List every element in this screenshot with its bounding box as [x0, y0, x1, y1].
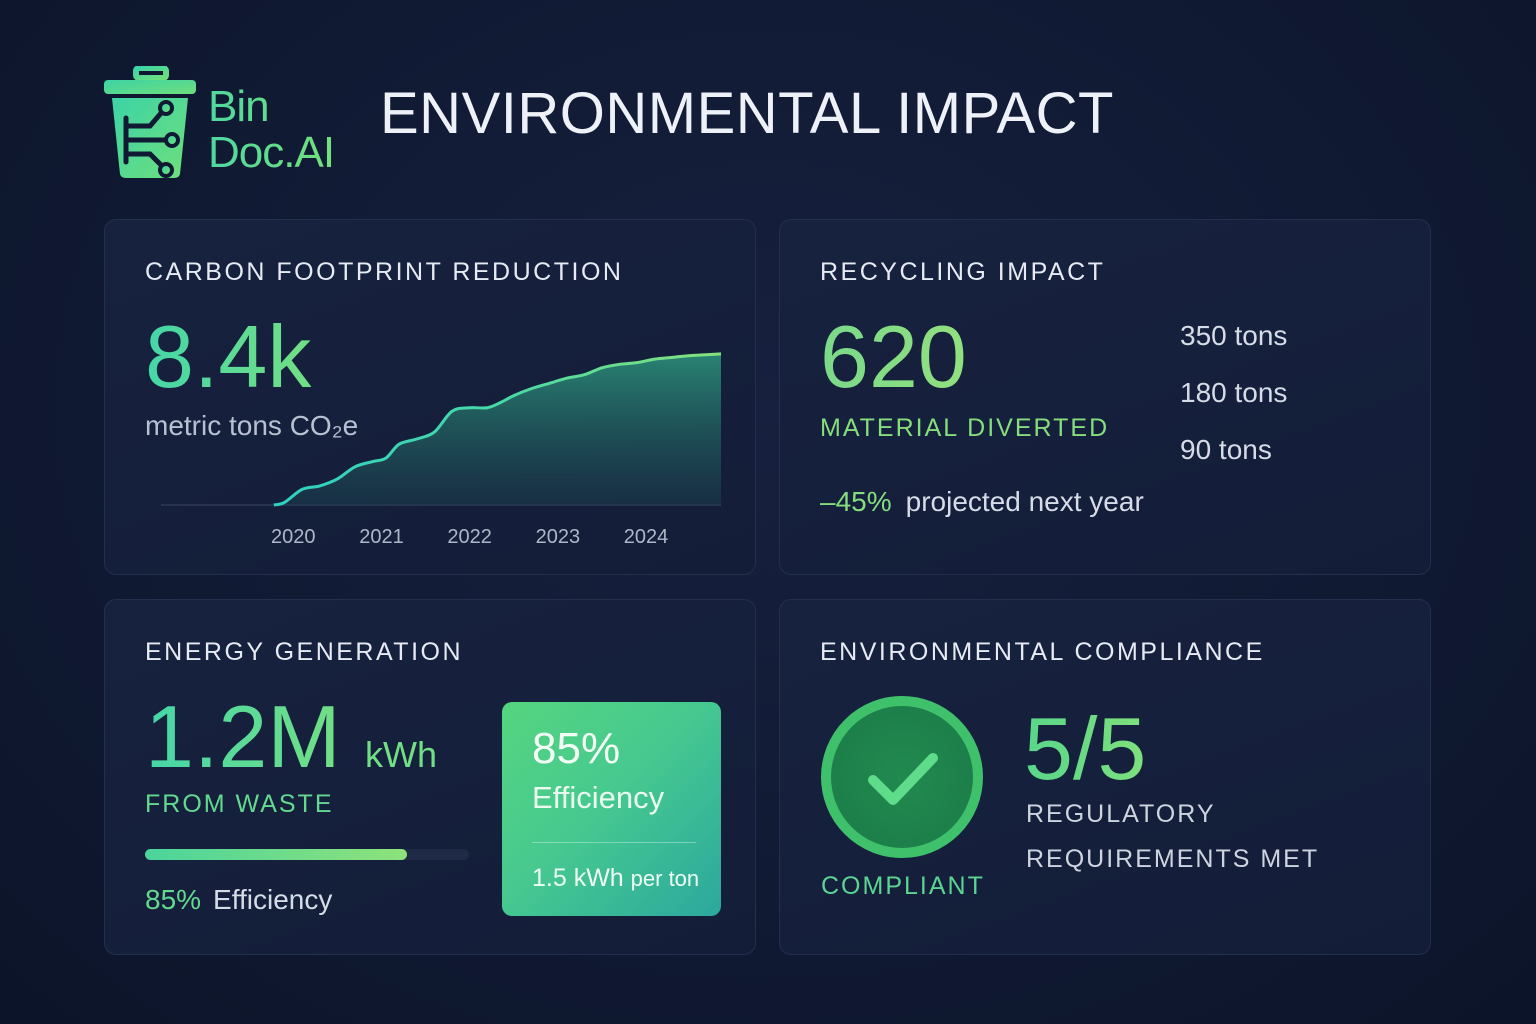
recycling-impact-card: RECYCLING IMPACT 620 MATERIAL DIVERTED 3…: [779, 219, 1431, 575]
recycling-breakdown-item: 350 tons: [1180, 320, 1288, 351]
efficiency-box-label: Efficiency: [532, 780, 665, 815]
compliance-label-line-1: REGULATORY: [1026, 800, 1216, 828]
brand-name: Bin Doc.AI: [208, 84, 335, 177]
x-tick-label: 2021: [359, 526, 404, 548]
brand-line-1: Bin: [208, 84, 334, 130]
carbon-trend-chart: 2020 2021 2022 2023 2024: [161, 352, 722, 548]
energy-value: 1.2M: [145, 687, 341, 786]
projection-text: projected next year: [905, 486, 1144, 517]
efficiency-box-divider: [532, 842, 696, 843]
checkmark-icon: [868, 753, 938, 805]
page-title: ENVIRONMENTAL IMPACT: [380, 81, 1114, 146]
efficiency-progress-fill: [145, 849, 408, 860]
efficiency-box-rate: 1.5 kWh per ton: [532, 864, 699, 893]
efficiency-box-value: 85%: [532, 724, 621, 773]
x-tick-label: 2024: [624, 526, 669, 548]
brand-line-2: Doc.AI: [208, 128, 335, 177]
compliance-status: COMPLIANT: [821, 872, 985, 900]
header: Bin Doc.AI ENVIRONMENTAL IMPACT: [104, 66, 1204, 180]
recycling-value: 620: [820, 307, 967, 406]
recycling-card-title: RECYCLING IMPACT: [820, 258, 1106, 286]
energy-unit: kWh: [365, 734, 437, 775]
chart-series-line: [273, 352, 722, 507]
energy-generation-card: ENERGY GENERATION 1.2M kWh FROM WASTE 85…: [104, 599, 756, 955]
compliance-label-line-2: REQUIREMENTS MET: [1026, 845, 1320, 873]
recycling-breakdown-item: 180 tons: [1180, 377, 1288, 408]
compliance-badge: [821, 696, 983, 858]
compliance-card-title: ENVIRONMENTAL COMPLIANCE: [820, 638, 1265, 666]
efficiency-label: Efficiency: [213, 884, 333, 915]
efficiency-percent: 85%: [145, 884, 202, 915]
x-tick-label: 2022: [447, 526, 492, 548]
rate-value: 1.5 kWh: [532, 864, 624, 892]
projection-percent: –45%: [820, 486, 892, 517]
environmental-compliance-card: ENVIRONMENTAL COMPLIANCE COMPLIANT 5/5 R…: [779, 599, 1431, 955]
compliance-value: 5/5: [1024, 699, 1147, 798]
carbon-footprint-card: 2020 2021 2022 2023 2024 CARBON FOOTPRINT RE…: [104, 219, 756, 575]
x-tick-label: 2020: [271, 526, 316, 548]
efficiency-progress-bar: [145, 849, 469, 860]
energy-label: FROM WASTE: [145, 790, 334, 818]
energy-efficiency: 85% Efficiency: [145, 884, 332, 916]
carbon-card-title: CARBON FOOTPRINT REDUCTION: [145, 258, 624, 286]
recycling-projection: –45% projected next year: [820, 486, 1144, 518]
recycling-breakdown-item: 90 tons: [1180, 434, 1272, 465]
carbon-unit: metric tons CO₂e: [145, 410, 359, 441]
rate-suffix: per ton: [630, 866, 700, 891]
carbon-value: 8.4k: [145, 307, 312, 406]
efficiency-highlight-box: 85% Efficiency 1.5 kWh per ton: [502, 702, 721, 916]
chart-area-fill: [273, 353, 721, 505]
trash-bin-circuit-logo-icon: [104, 66, 196, 178]
energy-card-title: ENERGY GENERATION: [145, 638, 464, 666]
x-tick-label: 2023: [536, 526, 581, 548]
recycling-label: MATERIAL DIVERTED: [820, 414, 1110, 442]
